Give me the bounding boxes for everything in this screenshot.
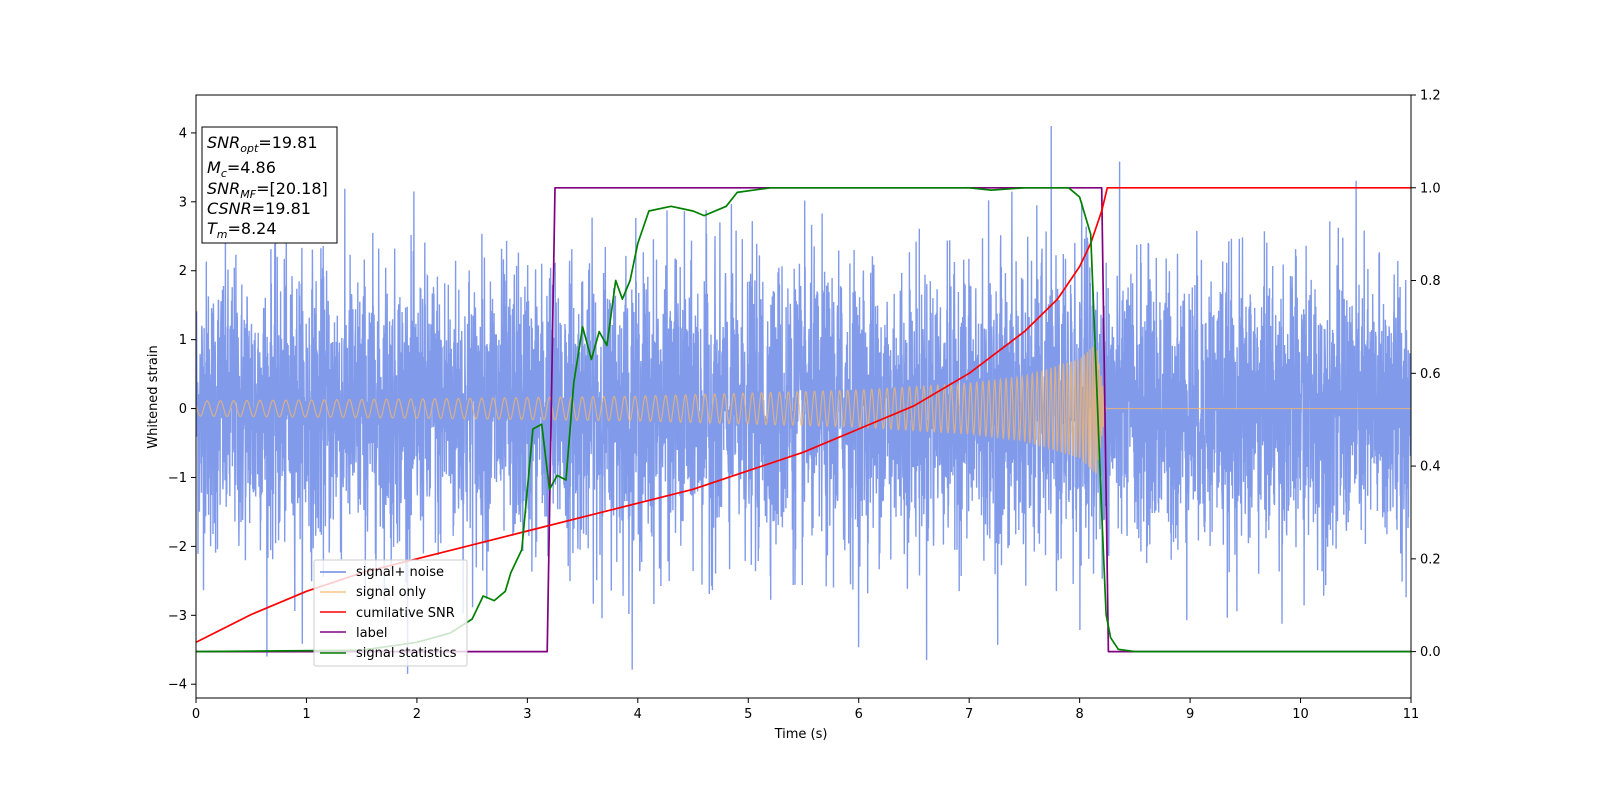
- info-snr-opt: SNRopt=19.81: [207, 133, 318, 155]
- y-right-tick-label: 0.6: [1420, 367, 1441, 382]
- y-right-tick-label: 0.0: [1420, 645, 1441, 660]
- info-box: SNRopt=19.81 Mc=4.86 SNRMF=[20.18] CSNR=…: [201, 126, 338, 244]
- x-tick-label: 2: [413, 707, 421, 722]
- x-axis-label: Time (s): [774, 727, 828, 742]
- x-tick-label: 11: [1403, 707, 1420, 722]
- info-snr-mf: SNRMF=[20.18]: [207, 179, 328, 201]
- y-axis-label: Whitened strain: [146, 345, 161, 448]
- x-tick-label: 4: [634, 707, 642, 722]
- legend-label-cumilative-snr: cumilative SNR: [356, 606, 455, 621]
- series-signal-plus-noise: [196, 125, 1411, 674]
- y-left-tick-label: 0: [179, 402, 187, 417]
- y-left-tick-label: 4: [179, 126, 187, 141]
- y-left-tick-label: −2: [168, 540, 187, 555]
- legend-label-signal-plus-noise: signal+ noise: [356, 565, 444, 580]
- x-tick-label: 5: [744, 707, 752, 722]
- x-axis: 0 1 2 3 4 5 6 7 8 9 10 11: [192, 698, 1419, 722]
- x-tick-label: 6: [855, 707, 863, 722]
- y-right-tick-label: 0.4: [1420, 460, 1441, 475]
- signal-statistics-line: [196, 186, 1411, 653]
- y-left-tick-label: −3: [168, 609, 187, 624]
- y-left-tick-label: −1: [168, 471, 187, 486]
- info-mc: Mc=4.86: [207, 158, 276, 180]
- info-box-frame: [201, 126, 338, 244]
- x-tick-label: 0: [192, 707, 200, 722]
- signal-plus-noise-line: [196, 125, 1411, 674]
- series-signal-only: [196, 344, 1411, 474]
- legend-label-label: label: [356, 626, 387, 641]
- legend-label-signal-only: signal only: [356, 585, 426, 600]
- legend-label-signal-statistics: signal statistics: [356, 646, 457, 661]
- y-left-tick-label: 1: [179, 333, 187, 348]
- plot-frame: [195, 94, 1412, 699]
- y-left-tick-label: 3: [179, 195, 187, 210]
- info-csnr: CSNR=19.81: [207, 199, 311, 218]
- y-axis-right: 0.0 0.2 0.4 0.6 0.8 1.0 1.2: [1411, 89, 1441, 660]
- x-tick-label: 9: [1186, 707, 1194, 722]
- x-tick-label: 7: [965, 707, 973, 722]
- y-right-tick-label: 1.0: [1420, 181, 1441, 196]
- y-right-tick-label: 1.2: [1420, 89, 1441, 104]
- y-right-tick-label: 0.2: [1420, 552, 1441, 567]
- x-tick-label: 3: [523, 707, 531, 722]
- signal-only-line: [196, 344, 1411, 474]
- x-tick-label: 1: [302, 707, 310, 722]
- info-tm: Tm=8.24: [207, 219, 277, 241]
- x-tick-label: 8: [1075, 707, 1083, 722]
- x-tick-label: 10: [1292, 707, 1309, 722]
- legend-frame: [313, 559, 468, 667]
- y-left-tick-label: −4: [168, 678, 187, 693]
- y-left-tick-label: 2: [179, 264, 187, 279]
- legend: signal+ noise signal only cumilative SNR…: [313, 559, 468, 667]
- y-axis-left: −4 −3 −2 −1 0 1 2 3 4: [168, 126, 196, 693]
- y-right-tick-label: 0.8: [1420, 274, 1441, 289]
